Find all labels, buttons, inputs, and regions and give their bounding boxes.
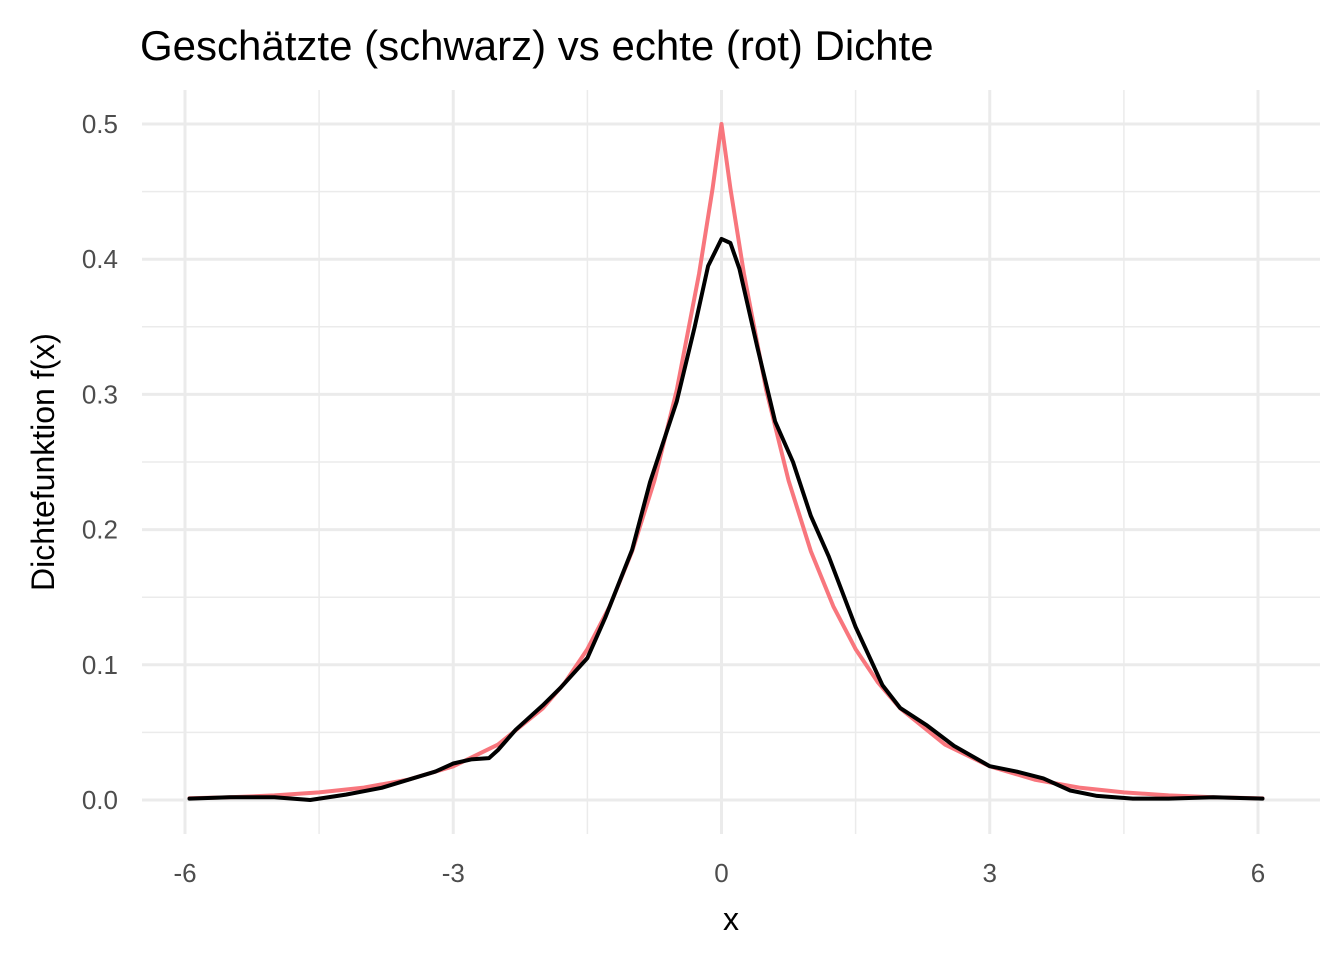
estimated-density-line — [187, 236, 1265, 802]
y-tick-label: 0.1 — [82, 650, 118, 680]
chart-title: Geschätzte (schwarz) vs echte (rot) Dich… — [140, 22, 934, 69]
x-tick-label: -6 — [173, 858, 196, 888]
y-tick-labels: 0.0 0.1 0.2 0.3 0.4 0.5 — [82, 109, 118, 815]
y-tick-label: 0.0 — [82, 785, 118, 815]
y-tick-label: 0.3 — [82, 379, 118, 409]
x-tick-label: -3 — [442, 858, 465, 888]
y-tick-label: 0.4 — [82, 244, 118, 274]
x-tick-label: 6 — [1251, 858, 1265, 888]
x-tick-label: 0 — [714, 858, 728, 888]
y-tick-label: 0.2 — [82, 515, 118, 545]
y-tick-label: 0.5 — [82, 109, 118, 139]
y-axis-title: Dichtefunktion f(x) — [25, 333, 61, 591]
x-tick-labels: -6 -3 0 3 6 — [173, 858, 1265, 888]
x-tick-label: 3 — [983, 858, 997, 888]
grid-layer — [142, 90, 1320, 834]
x-axis-title: x — [723, 901, 739, 937]
series-layer — [187, 122, 1265, 802]
true-density-line — [187, 122, 1265, 801]
